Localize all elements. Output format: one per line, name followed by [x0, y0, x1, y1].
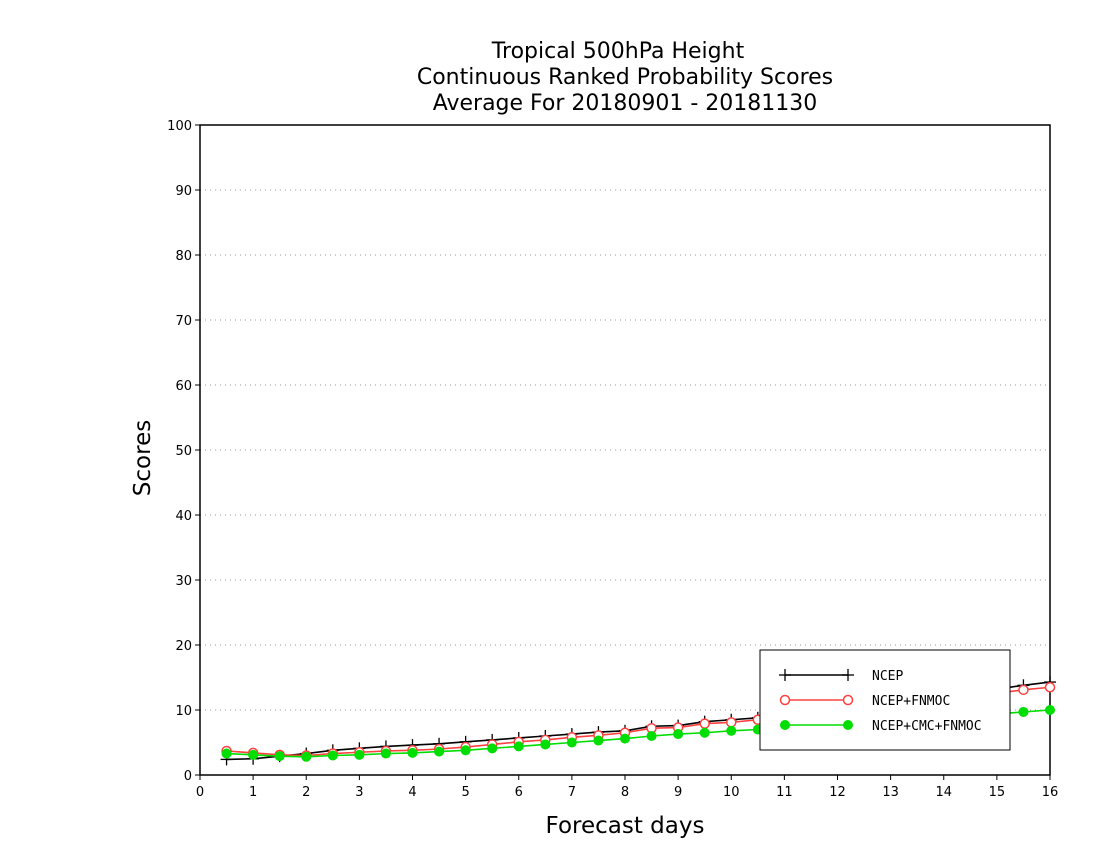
data-point [221, 748, 232, 759]
x-tick-label: 2 [302, 785, 310, 800]
data-point [248, 749, 259, 760]
x-tick-label: 9 [674, 785, 682, 800]
data-point [673, 729, 684, 740]
y-tick-label: 80 [175, 249, 192, 264]
x-tick-label: 1 [249, 785, 257, 800]
x-tick-label: 8 [621, 785, 629, 800]
x-tick-label: 6 [515, 785, 523, 800]
y-tick-label: 30 [175, 574, 192, 589]
x-tick-label: 14 [935, 785, 952, 800]
y-tick-label: 10 [175, 704, 192, 719]
chart-title-line-1: Tropical 500hPa Height [491, 39, 745, 64]
data-point [434, 746, 445, 757]
x-tick-label: 15 [989, 785, 1006, 800]
x-tick-label: 0 [196, 785, 204, 800]
data-point [1018, 706, 1029, 717]
legend: NCEP NCEP+FNMOC NCEP+CMC+FNMOC [759, 649, 1011, 751]
data-point [487, 743, 498, 754]
chart-title-line-2: Continuous Ranked Probability Scores [417, 65, 833, 90]
y-tick-label: 70 [175, 314, 192, 329]
data-point [1018, 684, 1029, 696]
data-point [1044, 682, 1056, 693]
x-tick-label: 16 [1042, 785, 1059, 800]
legend-marker [780, 720, 790, 730]
legend-label: NCEP [872, 669, 903, 684]
y-tick-label: 20 [175, 639, 192, 654]
y-axis-title: Scores [130, 420, 156, 496]
legend-label: NCEP+CMC+FNMOC [872, 719, 982, 734]
legend-marker [842, 669, 854, 681]
x-tick-label: 7 [568, 785, 576, 800]
x-tick-label: 13 [882, 785, 899, 800]
y-tick-label: 60 [175, 379, 192, 394]
legend-marker [842, 694, 854, 706]
legend-marker [779, 694, 791, 706]
legend-marker [843, 720, 853, 730]
x-tick-label: 5 [461, 785, 469, 800]
x-tick-label: 11 [776, 785, 793, 800]
data-point [380, 748, 391, 759]
data-point [726, 725, 737, 736]
data-point [699, 718, 710, 729]
x-axis-title: Forecast days [546, 813, 705, 839]
data-point [301, 751, 312, 762]
data-point [1045, 705, 1055, 715]
y-tick-label: 90 [175, 184, 192, 199]
legend-entry-ncep-fnmoc: NCEP+FNMOC [779, 694, 950, 709]
legend-label: NCEP+FNMOC [872, 694, 950, 709]
x-tick-label: 10 [723, 785, 740, 800]
y-tick-label: 50 [175, 444, 192, 459]
data-point [540, 739, 551, 750]
x-tick-label: 4 [408, 785, 416, 800]
data-point [327, 750, 338, 761]
data-point [407, 747, 418, 758]
y-tick-label: 100 [167, 119, 192, 134]
chart-title-line-3: Average For 20180901 - 20181130 [433, 91, 818, 116]
data-point [566, 737, 577, 748]
data-point [274, 751, 285, 762]
legend-marker [779, 669, 791, 681]
x-tick-label: 3 [355, 785, 363, 800]
data-point [646, 731, 657, 741]
data-point [593, 735, 604, 746]
data-point [620, 733, 630, 744]
data-point [726, 717, 737, 728]
x-tick-label: 12 [829, 785, 846, 800]
y-tick-label: 40 [175, 509, 192, 524]
y-tick-label: 0 [184, 769, 192, 784]
data-point [513, 741, 524, 752]
data-point [354, 749, 365, 760]
legend-entry-ncep: NCEP [779, 669, 903, 684]
data-point [699, 727, 710, 738]
legend-entry-ncep-cmc-fnmoc: NCEP+CMC+FNMOC [780, 719, 982, 734]
gridlines [200, 189, 1050, 711]
data-point [460, 745, 471, 756]
